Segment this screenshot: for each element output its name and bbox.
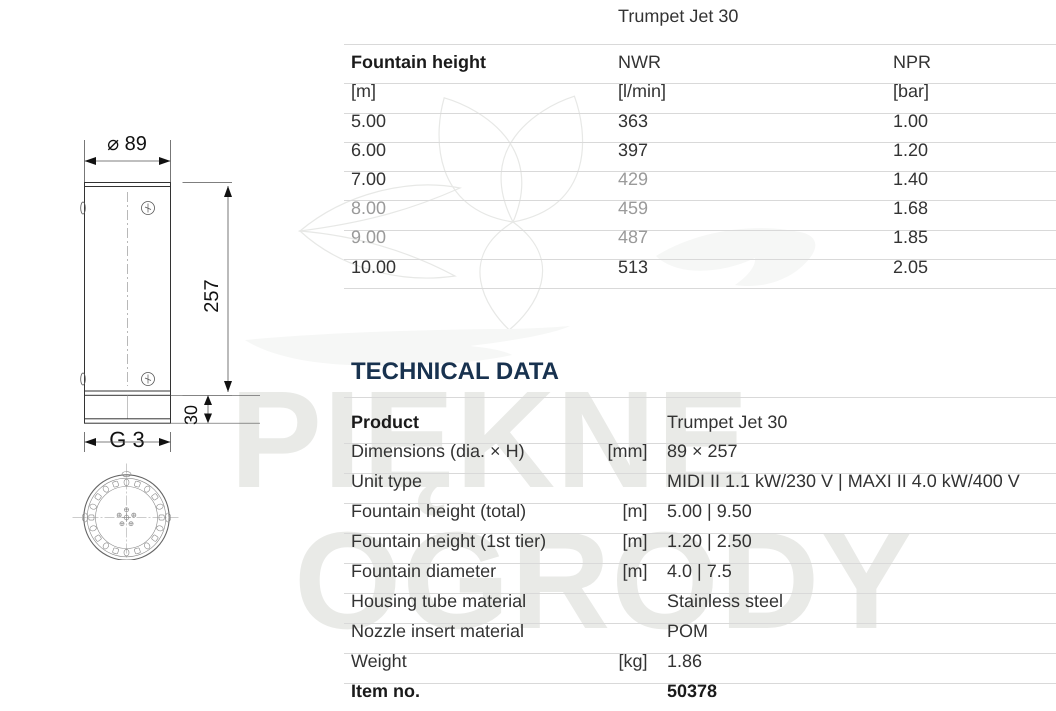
svg-text:257: 257 bbox=[201, 279, 223, 312]
svg-text:⌀ 89: ⌀ 89 bbox=[107, 133, 147, 155]
